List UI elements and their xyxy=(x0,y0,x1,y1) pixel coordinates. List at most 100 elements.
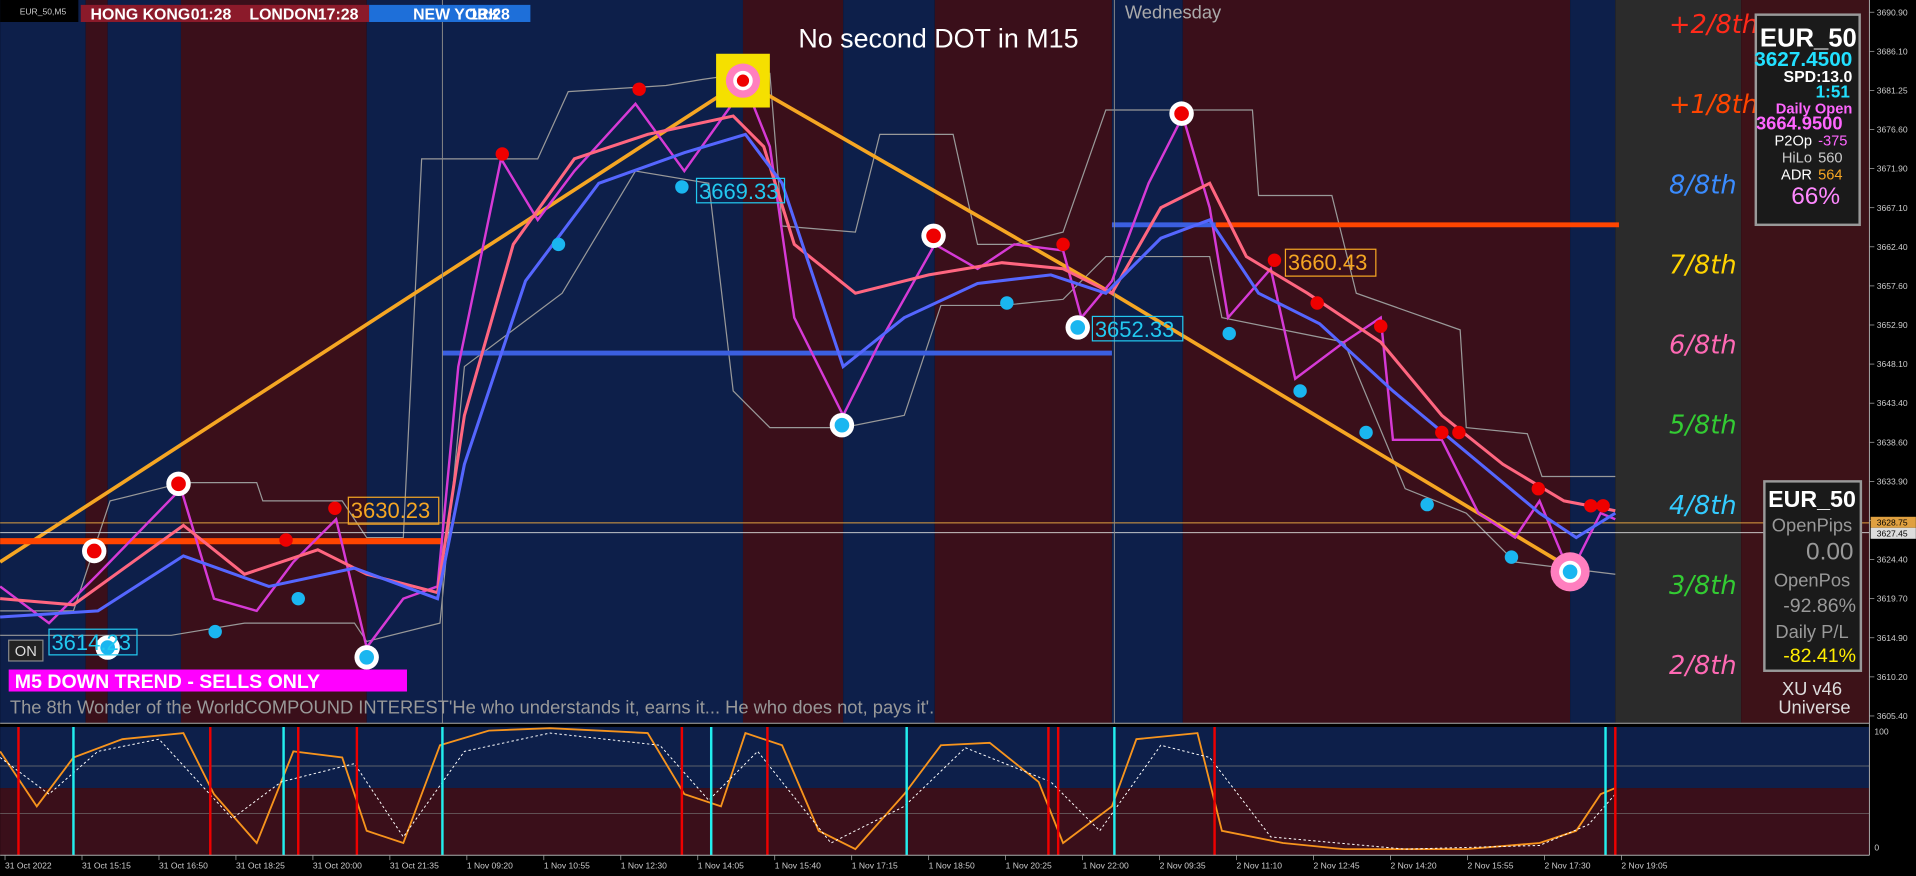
price-axis-label: 3648.10 xyxy=(1877,359,1908,369)
moving-average xyxy=(0,132,1617,619)
ring-dot xyxy=(834,417,850,433)
price-axis-label: 3657.60 xyxy=(1877,281,1908,291)
session-time: 13:28 xyxy=(469,7,510,24)
panel-timer: 1:51 xyxy=(1816,83,1851,102)
on-button[interactable] xyxy=(8,639,44,662)
osc-upper xyxy=(0,726,1870,789)
note: No second DOT in M15 xyxy=(798,24,1078,54)
level-label: 5/8th xyxy=(1669,411,1737,441)
session-band xyxy=(366,0,743,724)
price-axis-label: 3671.90 xyxy=(1877,164,1908,174)
dot xyxy=(1000,296,1014,310)
time-axis-label: 31 Oct 2022 xyxy=(5,861,52,871)
time-axis-label: 2 Nov 11:10 xyxy=(1237,861,1283,871)
price-axis-label: 3605.40 xyxy=(1877,711,1908,721)
price-axis-label: 3690.90 xyxy=(1877,7,1908,17)
session-band xyxy=(1182,0,1571,724)
trend-line xyxy=(742,79,1113,295)
panel-label: Daily P/L xyxy=(1775,621,1848,642)
level-label: 8/8th xyxy=(1669,170,1737,200)
day-label: Wednesday xyxy=(1125,1,1222,22)
session-band xyxy=(1111,0,1183,724)
level-label: +1/8th xyxy=(1669,90,1758,120)
dot xyxy=(1435,425,1449,440)
panel-label: Daily Open xyxy=(1776,102,1853,118)
price-tag-text: 3669.33 xyxy=(699,179,778,204)
panel-open: 3664.9500 xyxy=(1756,113,1843,134)
time-axis-label: 1 Nov 22:00 xyxy=(1083,861,1129,871)
price-axis-label: 3619.70 xyxy=(1877,594,1908,604)
ring-dot xyxy=(86,543,102,559)
price-axis-label: 3681.25 xyxy=(1877,85,1908,95)
price-axis-label: 3676.60 xyxy=(1877,125,1908,135)
level-label: +2/8th xyxy=(1669,10,1758,40)
session-bands xyxy=(0,0,1870,724)
ring-dot xyxy=(1070,320,1086,335)
session: HONG KONG xyxy=(91,7,191,24)
price-axis-label: 3638.60 xyxy=(1877,437,1908,447)
osc-lower xyxy=(0,788,1870,856)
price-axis-label: 3686.10 xyxy=(1877,46,1908,56)
price-tag-text: 3652.33 xyxy=(1095,317,1174,342)
dot xyxy=(551,237,566,252)
time-axis-label: 31 Oct 20:00 xyxy=(313,861,362,871)
on-label: ON xyxy=(15,644,37,660)
dot xyxy=(1596,499,1610,513)
trend-banner xyxy=(8,669,407,692)
session: NEW YORK xyxy=(413,7,501,24)
version-name: Universe xyxy=(1778,697,1850,718)
dots xyxy=(82,82,1610,670)
quote: The 8th Wonder of the WorldCOMPOUND INTE… xyxy=(10,697,934,718)
price-axis-label: 3667.10 xyxy=(1877,203,1908,213)
session-band xyxy=(1615,0,1742,724)
session-time: 01:28 xyxy=(191,7,232,24)
time-axis-label: 2 Nov 17:30 xyxy=(1544,861,1590,871)
dot xyxy=(1267,253,1282,267)
panel-label: OpenPips xyxy=(1772,514,1852,535)
dot xyxy=(1452,425,1466,440)
panel-row-label: P2Op xyxy=(1775,133,1812,149)
bid-label: 3628.75 xyxy=(1877,517,1908,527)
time-axis-label: 2 Nov 14:20 xyxy=(1391,861,1437,871)
ring-dot xyxy=(100,640,115,655)
price-axis-label: 3662.40 xyxy=(1877,242,1908,252)
oscillator-panel xyxy=(0,726,1870,856)
session: LONDON xyxy=(249,7,318,24)
time-axis-label: 2 Nov 09:35 xyxy=(1160,861,1206,871)
ask-label: 3627.45 xyxy=(1877,528,1908,538)
price-tag-text: 3614.23 xyxy=(51,630,130,655)
time-axis-label: 31 Oct 15:15 xyxy=(82,861,131,871)
dot xyxy=(291,591,305,606)
dot xyxy=(1222,326,1236,341)
session-band xyxy=(934,0,1112,724)
time-axis-label: 1 Nov 20:25 xyxy=(1006,861,1052,871)
session-time: 17:28 xyxy=(318,7,359,24)
account-panel: EUR_50 OpenPips 0.00 OpenPos -92.86% Dai… xyxy=(1763,480,1863,718)
price-chart xyxy=(0,0,1870,724)
trend-line xyxy=(0,79,744,564)
level-label: 3/8th xyxy=(1669,571,1737,601)
price-tag-text: 3630.23 xyxy=(351,498,430,523)
envelope-lower xyxy=(0,170,1616,643)
time-axis-label: 2 Nov 12:45 xyxy=(1314,861,1360,871)
ring-dot xyxy=(171,476,186,492)
dot xyxy=(632,82,646,96)
symbol: EUR_50,M5 xyxy=(20,7,67,17)
panel-percent: 66% xyxy=(1791,183,1840,210)
price-axis-label: 3652.90 xyxy=(1877,320,1908,330)
price-tag xyxy=(695,177,786,204)
price-axis-label: 3624.40 xyxy=(1877,555,1908,565)
time-axis-label: 2 Nov 15:55 xyxy=(1467,861,1513,871)
osc-axis-label: 0 xyxy=(1874,842,1879,852)
signal-dot xyxy=(736,74,750,87)
dot xyxy=(1374,319,1388,333)
time-axis-label: 31 Oct 16:50 xyxy=(159,861,208,871)
ring-dot xyxy=(926,228,941,244)
trend-text: M5 DOWN TREND - SELLS ONLY xyxy=(15,671,320,693)
time-axis-label: 1 Nov 15:40 xyxy=(775,861,821,871)
version: XU v46 xyxy=(1782,678,1842,699)
moving-average xyxy=(0,114,1616,607)
panel-row-label: HiLo xyxy=(1782,150,1812,166)
